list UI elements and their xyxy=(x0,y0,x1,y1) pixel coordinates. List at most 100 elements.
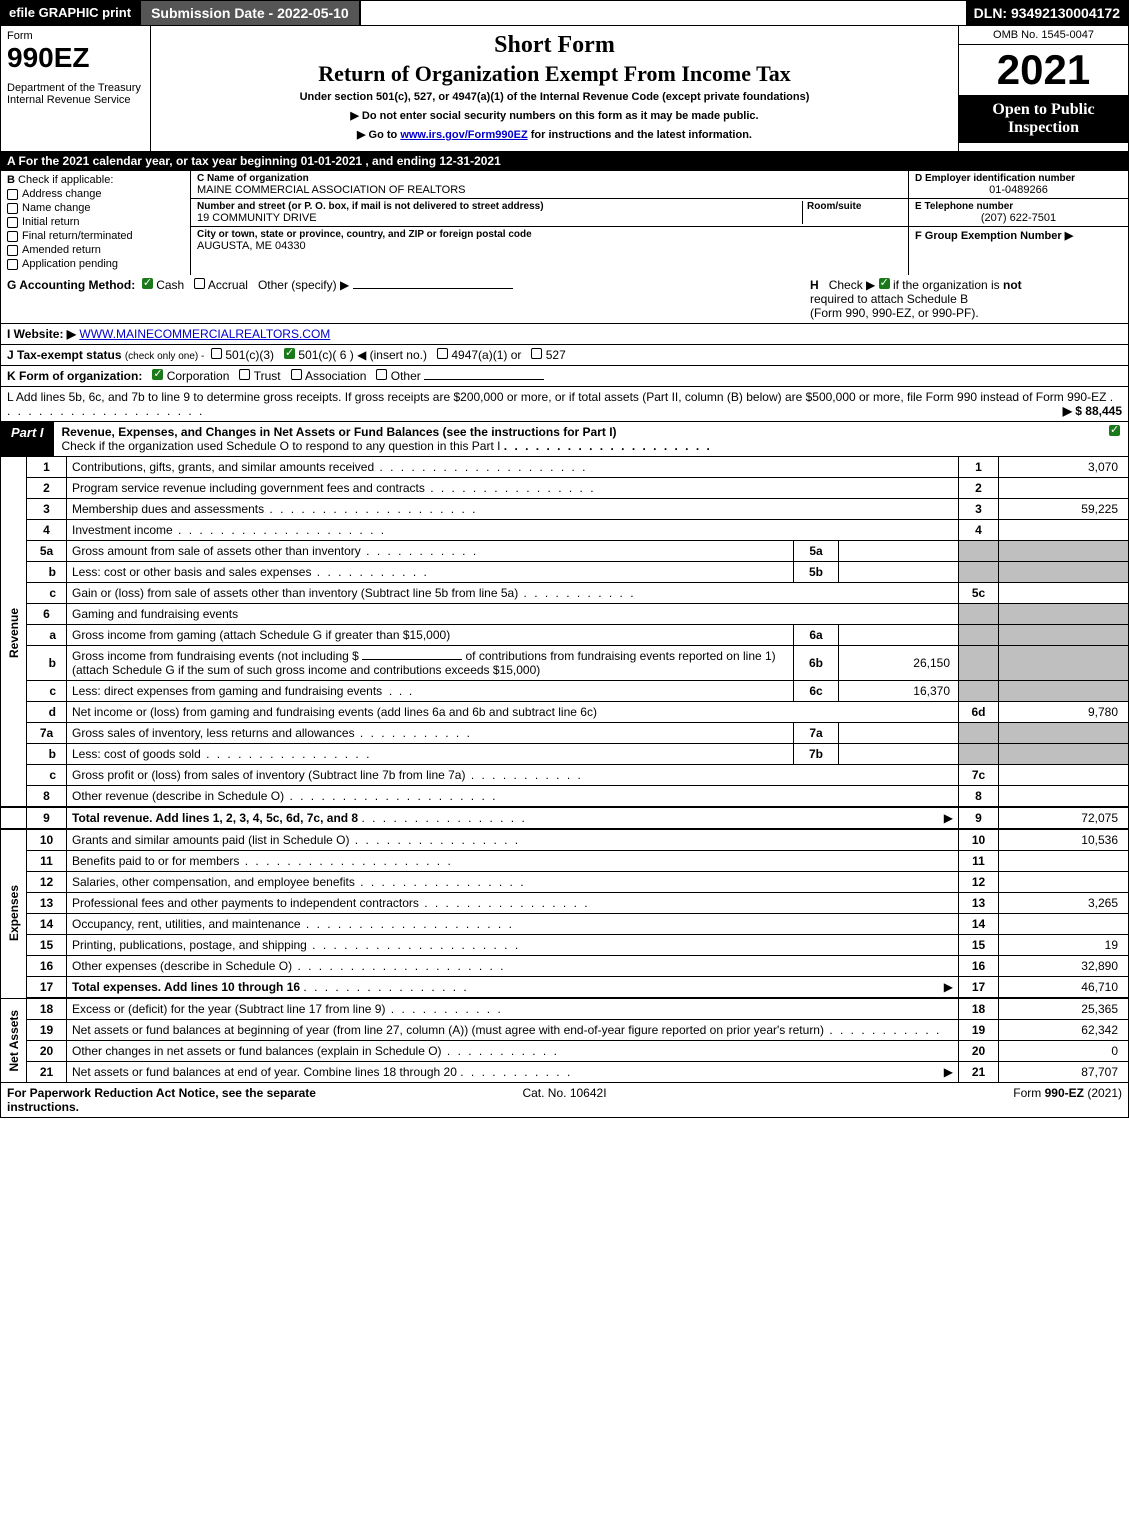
r9-t: Total revenue. Add lines 1, 2, 3, 4, 5c,… xyxy=(72,811,358,825)
r6b-t1: Gross income from fundraising events (no… xyxy=(72,649,359,663)
chk-name-change[interactable] xyxy=(7,203,18,214)
h-mid: if the organization is xyxy=(893,278,1003,292)
r5b-num: b xyxy=(27,562,67,583)
submission-date: Submission Date - 2022-05-10 xyxy=(139,1,361,25)
r5c-ln: 5c xyxy=(959,583,999,604)
c-city-label: City or town, state or province, country… xyxy=(197,229,902,240)
row-20: 20 Other changes in net assets or fund b… xyxy=(1,1041,1129,1062)
r14-text: Occupancy, rent, utilities, and maintena… xyxy=(67,914,959,935)
r15-num: 15 xyxy=(27,935,67,956)
r5c-num: c xyxy=(27,583,67,604)
opt-name: Name change xyxy=(22,202,91,214)
chk-schedule-o[interactable] xyxy=(1109,425,1120,436)
opt-initial: Initial return xyxy=(22,216,79,228)
row-7a: 7a Gross sales of inventory, less return… xyxy=(1,723,1129,744)
r5a-num: 5a xyxy=(27,541,67,562)
r9-dots xyxy=(361,811,526,825)
header-center: Short Form Return of Organization Exempt… xyxy=(151,26,958,151)
dln: DLN: 93492130004172 xyxy=(966,1,1128,25)
website-link[interactable]: WWW.MAINECOMMERCIALREALTORS.COM xyxy=(79,327,330,341)
r6d-num: d xyxy=(27,702,67,723)
part1-title: Revenue, Expenses, and Changes in Net As… xyxy=(54,422,1101,456)
open-to-public: Open to Public Inspection xyxy=(959,95,1128,143)
r6b-blank[interactable] xyxy=(362,659,462,660)
chk-address-change[interactable] xyxy=(7,189,18,200)
r1-ln: 1 xyxy=(959,457,999,478)
chk-initial[interactable] xyxy=(7,217,18,228)
chk-amended[interactable] xyxy=(7,245,18,256)
chk-other-org[interactable] xyxy=(376,369,387,380)
line-k: K Form of organization: Corporation Trus… xyxy=(0,366,1129,387)
row-9: 9 Total revenue. Add lines 1, 2, 3, 4, 5… xyxy=(1,807,1129,829)
efile-print-button[interactable]: efile GRAPHIC print xyxy=(1,1,139,25)
r7a-amt xyxy=(999,723,1129,744)
r11-num: 11 xyxy=(27,851,67,872)
chk-final[interactable] xyxy=(7,231,18,242)
r5a-text: Gross amount from sale of assets other t… xyxy=(67,541,794,562)
chk-4947[interactable] xyxy=(437,348,448,359)
form-label: Form xyxy=(7,30,144,42)
r19-num: 19 xyxy=(27,1020,67,1041)
chk-501c3[interactable] xyxy=(211,348,222,359)
chk-501c[interactable] xyxy=(284,348,295,359)
r10-amt: 10,536 xyxy=(999,829,1129,851)
r5a-mid: 5a xyxy=(794,541,839,562)
opt-address: Address change xyxy=(22,188,102,200)
g-other-blank[interactable] xyxy=(353,288,513,289)
e-cell: E Telephone number (207) 622-7501 xyxy=(909,199,1128,227)
r8-text: Other revenue (describe in Schedule O) xyxy=(67,786,959,808)
r21-arrow: ▶ xyxy=(944,1065,953,1079)
row-15: 15 Printing, publications, postage, and … xyxy=(1,935,1129,956)
row-10: Expenses 10 Grants and similar amounts p… xyxy=(1,829,1129,851)
org-city: AUGUSTA, ME 04330 xyxy=(197,240,902,252)
chk-h[interactable] xyxy=(879,278,890,289)
r18-text: Excess or (deficit) for the year (Subtra… xyxy=(67,998,959,1020)
r18-ln: 18 xyxy=(959,998,999,1020)
l-amount: ▶ $ 88,445 xyxy=(1063,404,1122,418)
chk-pending[interactable] xyxy=(7,259,18,270)
h-not: not xyxy=(1003,278,1022,292)
r9-vert-gap xyxy=(1,807,27,829)
chk-accrual[interactable] xyxy=(194,278,205,289)
r19-text: Net assets or fund balances at beginning… xyxy=(67,1020,959,1041)
g-label: G Accounting Method: xyxy=(7,278,135,292)
r14-num: 14 xyxy=(27,914,67,935)
r12-amt xyxy=(999,872,1129,893)
chk-assoc[interactable] xyxy=(291,369,302,380)
c-name-cell: C Name of organization MAINE COMMERCIAL … xyxy=(191,171,908,199)
part1-check xyxy=(1101,422,1128,456)
r12-num: 12 xyxy=(27,872,67,893)
r17-amt: 46,710 xyxy=(999,977,1129,999)
r16-text: Other expenses (describe in Schedule O) xyxy=(67,956,959,977)
tax-year: 2021 xyxy=(959,45,1128,95)
r6b-num: b xyxy=(27,646,67,681)
j-sub: (check only one) - xyxy=(125,351,204,362)
f-label: F Group Exemption Number ▶ xyxy=(915,230,1073,242)
r5b-ln xyxy=(959,562,999,583)
r8-num: 8 xyxy=(27,786,67,808)
chk-corp[interactable] xyxy=(152,369,163,380)
r4-text: Investment income xyxy=(67,520,959,541)
k-other-blank[interactable] xyxy=(424,379,544,380)
chk-cash[interactable] xyxy=(142,278,153,289)
r9-num: 9 xyxy=(27,807,67,829)
r16-ln: 16 xyxy=(959,956,999,977)
r1-text: Contributions, gifts, grants, and simila… xyxy=(67,457,959,478)
chk-trust[interactable] xyxy=(239,369,250,380)
r6b-text: Gross income from fundraising events (no… xyxy=(67,646,794,681)
g-other: Other (specify) ▶ xyxy=(258,278,349,292)
r5b-amt xyxy=(999,562,1129,583)
r6a-text: Gross income from gaming (attach Schedul… xyxy=(67,625,794,646)
chk-527[interactable] xyxy=(531,348,542,359)
r1-num: 1 xyxy=(27,457,67,478)
row-1: Revenue 1 Contributions, gifts, grants, … xyxy=(1,457,1129,478)
r5a-midv xyxy=(839,541,959,562)
h-label: H xyxy=(810,278,819,292)
b-text: Check if applicable: xyxy=(18,174,113,186)
irs-link[interactable]: www.irs.gov/Form990EZ xyxy=(400,129,527,141)
r15-text: Printing, publications, postage, and shi… xyxy=(67,935,959,956)
r5c-amt xyxy=(999,583,1129,604)
r8-amt xyxy=(999,786,1129,808)
department: Department of the Treasury Internal Reve… xyxy=(7,82,144,106)
r21-dots xyxy=(460,1065,572,1079)
